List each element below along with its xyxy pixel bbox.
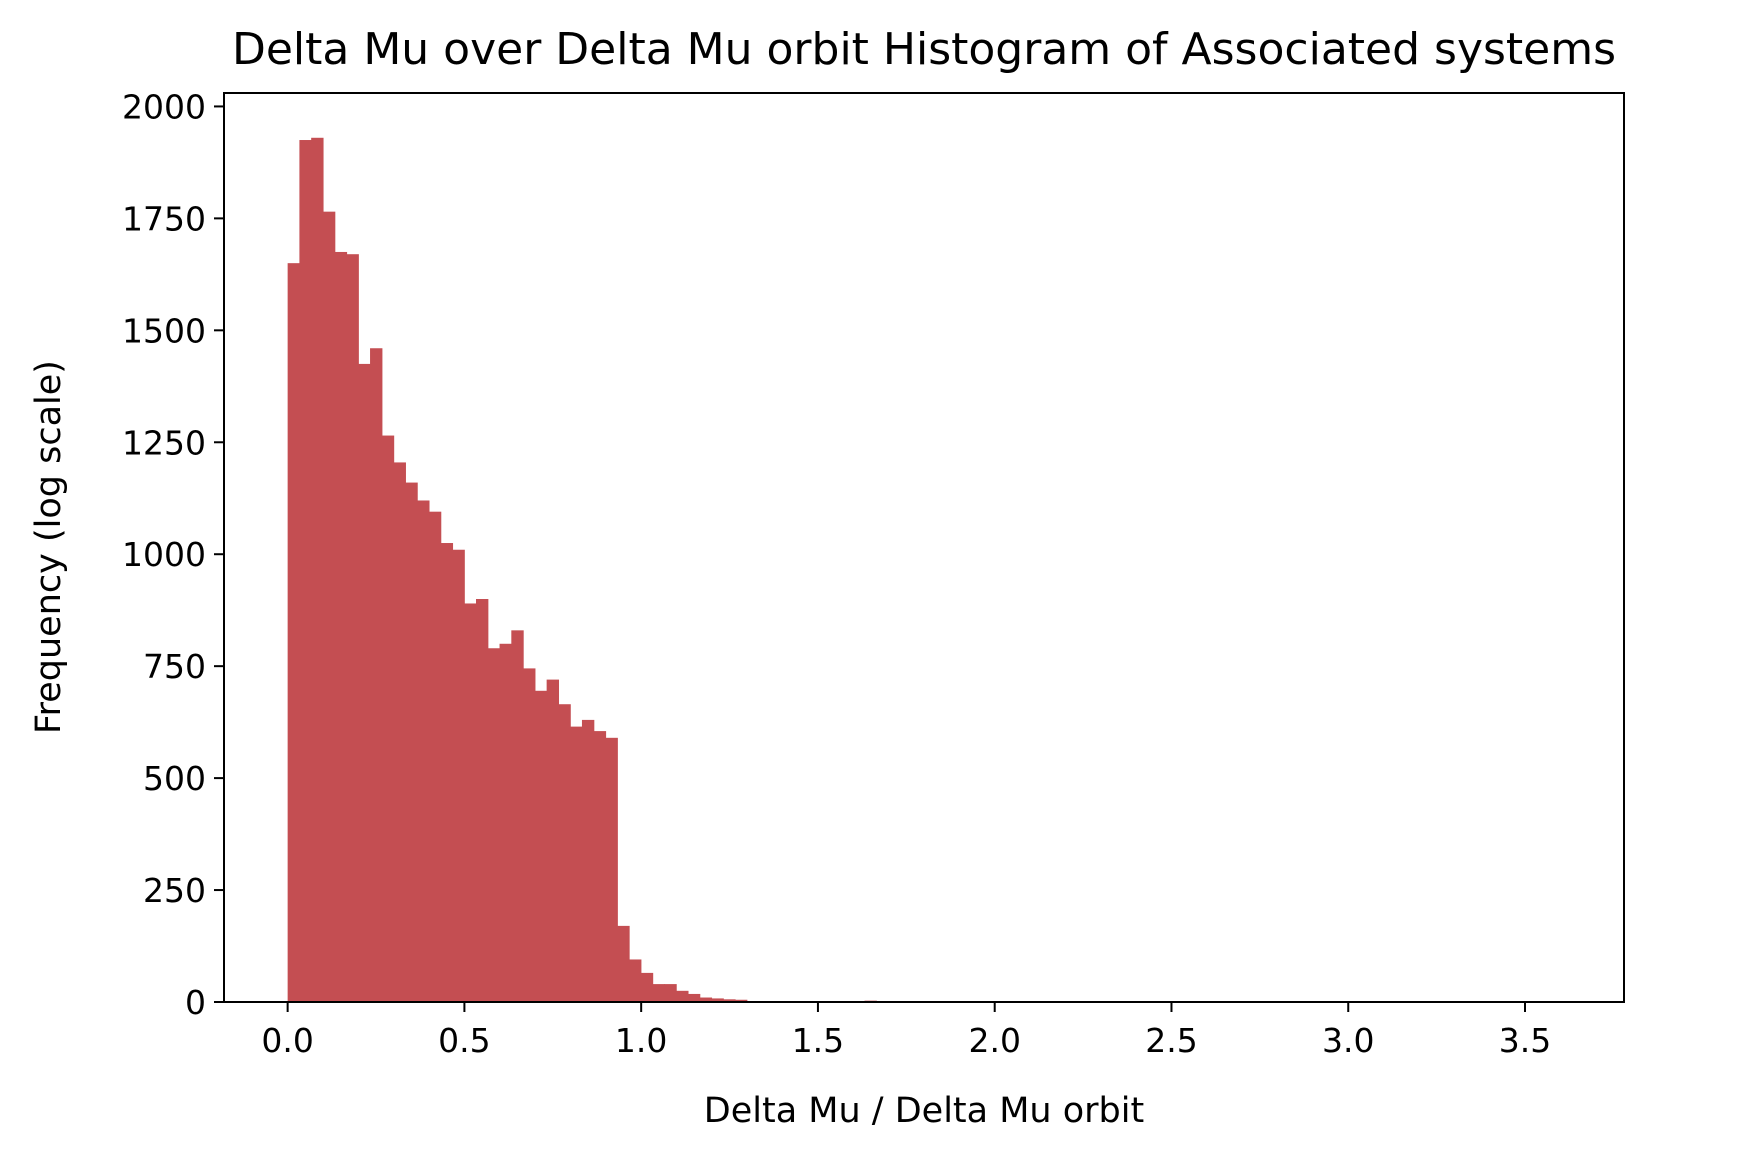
histogram-bar — [393, 462, 406, 1002]
x-tick-label: 3.5 — [1499, 1021, 1551, 1060]
y-tick-label: 1250 — [122, 423, 206, 462]
plot-frame — [223, 92, 1625, 1003]
histogram-bar — [322, 211, 336, 1002]
histogram-bar — [405, 482, 418, 1002]
y-axis-ticks: 0 250 500 750 1000 1250 1500 1750 2000 — [122, 87, 224, 1022]
x-tick-label: 3.0 — [1322, 1021, 1374, 1060]
histogram-bar — [735, 999, 748, 1002]
histogram-bar — [440, 543, 454, 1002]
histogram-bar — [476, 599, 489, 1002]
histogram-bar — [358, 363, 371, 1002]
histogram-bar — [452, 549, 465, 1002]
histogram-bar — [428, 511, 442, 1002]
y-tick-label: 2000 — [122, 87, 206, 126]
histogram-bar — [652, 984, 665, 1002]
histogram-bar — [629, 959, 642, 1002]
histogram-bar — [723, 999, 736, 1002]
x-tick-label: 0.5 — [438, 1021, 490, 1060]
x-tick-label: 0.0 — [261, 1021, 313, 1060]
histogram-bar — [558, 704, 571, 1002]
histogram-bar — [299, 140, 312, 1002]
histogram-bar — [676, 990, 689, 1002]
histogram-bar — [570, 726, 583, 1002]
histogram-bar — [534, 690, 548, 1002]
x-axis-ticks: 0.0 0.5 1.0 1.5 2.0 2.5 3.0 3.5 — [261, 1002, 1551, 1060]
histogram-bar — [664, 984, 677, 1002]
x-tick-label: 1.0 — [615, 1021, 667, 1060]
histogram-bar — [464, 603, 477, 1002]
histogram-bar — [699, 997, 713, 1002]
histogram-bar — [334, 251, 348, 1002]
histogram-bar — [370, 348, 383, 1002]
histogram-bar — [687, 993, 701, 1002]
histogram-bar — [711, 998, 724, 1002]
y-tick-label: 500 — [143, 759, 206, 798]
y-tick-label: 1750 — [122, 199, 206, 238]
y-tick-label: 0 — [185, 983, 206, 1022]
histogram-bar — [311, 137, 324, 1002]
histogram-bar — [546, 679, 560, 1002]
y-tick-label: 1500 — [122, 311, 206, 350]
histogram-bar — [499, 643, 512, 1002]
histogram-bar — [381, 435, 395, 1002]
histogram-bar — [523, 668, 536, 1002]
histogram-bar — [511, 630, 524, 1002]
x-tick-label: 2.5 — [1145, 1021, 1197, 1060]
histogram-bar — [581, 719, 595, 1002]
histogram-bar — [617, 925, 630, 1002]
histogram-bars — [287, 137, 1560, 1002]
histogram-bar — [487, 648, 501, 1002]
x-tick-label: 1.5 — [792, 1021, 844, 1060]
chart-title: Delta Mu over Delta Mu orbit Histogram o… — [232, 24, 1616, 75]
y-tick-label: 250 — [143, 871, 206, 910]
y-tick-label: 1000 — [122, 535, 206, 574]
histogram-bar — [346, 254, 359, 1002]
y-axis-label: Frequency (log scale) — [29, 360, 69, 734]
histogram-bar — [640, 972, 654, 1002]
histogram-bar — [605, 737, 618, 1002]
y-tick-label: 750 — [143, 647, 206, 686]
x-tick-label: 2.0 — [968, 1021, 1020, 1060]
x-axis-label: Delta Mu / Delta Mu orbit — [704, 1091, 1144, 1131]
histogram-bar — [417, 500, 430, 1002]
histogram-bar — [593, 731, 607, 1002]
histogram-bar — [287, 263, 301, 1002]
